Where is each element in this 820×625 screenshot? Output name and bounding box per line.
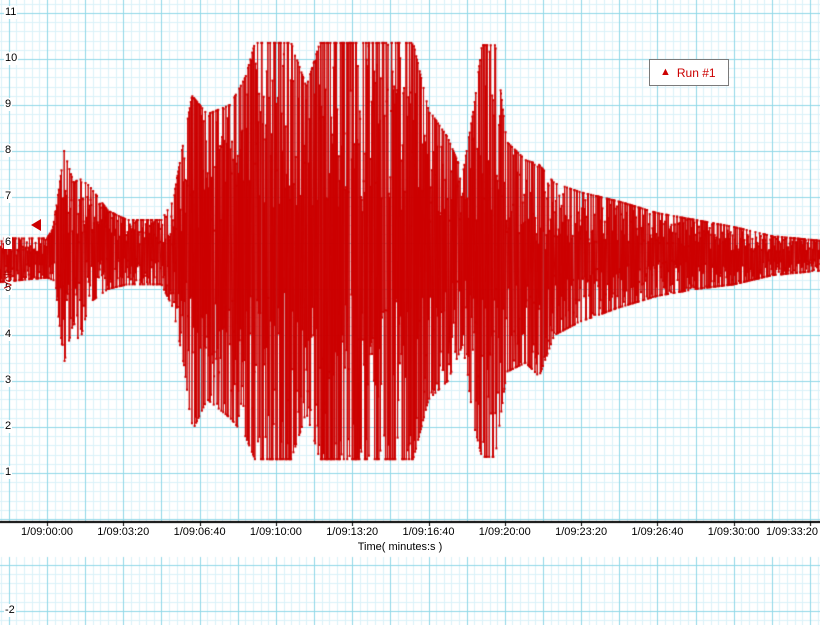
- y-tick-label: 10: [4, 52, 19, 65]
- x-tick-label: 1/09:16:40: [401, 526, 456, 538]
- x-tick-label: 1/09:06:40: [172, 526, 227, 538]
- x-tick-label: 1/09:33:20: [765, 526, 819, 538]
- y-tick-label: 4: [4, 328, 13, 341]
- legend-series-label: Run #1: [676, 65, 716, 80]
- x-tick-label: 1/09:03:20: [96, 526, 151, 538]
- legend: ▲ Run #1: [649, 59, 729, 86]
- x-tick-label: 1/09:00:00: [20, 526, 74, 538]
- x-tick-label: 1/09:10:00: [248, 526, 303, 538]
- x-tick-label: 1/09:26:40: [630, 526, 685, 538]
- x-axis-title: Time( minutes:s ): [354, 541, 446, 553]
- y-tick-label: -2: [4, 604, 16, 617]
- x-axis-tick-labels: 1/09:00:00 1/09:03:20 1/09:06:40 1/09:10:00…: [0, 526, 820, 539]
- channel-position-marker-icon: [31, 218, 41, 231]
- x-tick-label: 1/09:30:00: [706, 526, 761, 538]
- y-tick-label: 1: [4, 466, 13, 479]
- y-axis-tick-labels: 11 10 9 8 7 6 5 4 3 2 1 -2: [0, 0, 40, 625]
- y-tick-label: 6: [4, 236, 13, 249]
- x-tick-label: 1/09:23:20: [554, 526, 609, 538]
- y-tick-label: 3: [4, 374, 13, 387]
- y-axis-unit-label: Volt: [2, 270, 15, 289]
- y-tick-label: 11: [4, 6, 18, 19]
- series-marker-triangle-icon: ▲: [660, 66, 671, 78]
- y-tick-label: 7: [4, 190, 13, 203]
- y-tick-label: 9: [4, 98, 13, 111]
- x-tick-label: 1/09:13:20: [325, 526, 380, 538]
- y-tick-label: 2: [4, 420, 13, 433]
- y-tick-label: 5: [4, 282, 13, 295]
- x-tick-label: 1/09:20:00: [477, 526, 532, 538]
- y-tick-label: 8: [4, 144, 13, 157]
